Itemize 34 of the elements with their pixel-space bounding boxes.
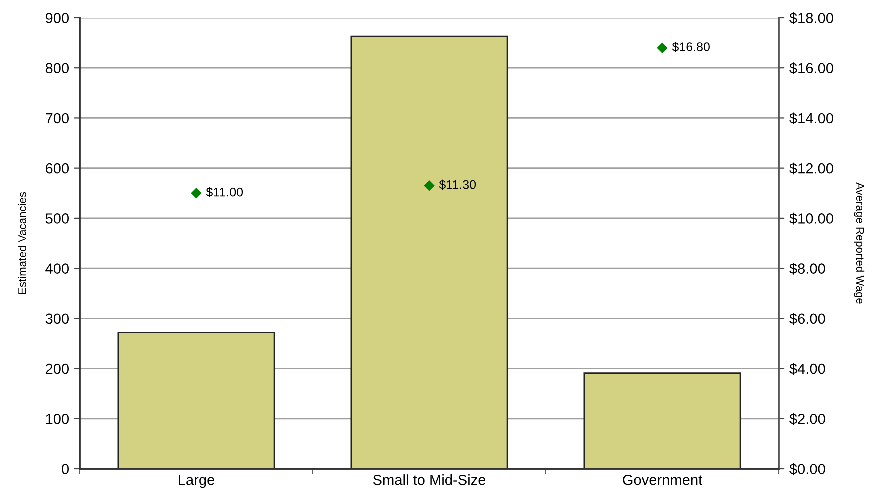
y2-tick-label: $18.00 <box>790 12 834 24</box>
y2-tick-label: $12.00 <box>790 162 834 175</box>
y-tick-label: 100 <box>46 414 70 424</box>
data-label: $11.00 <box>206 187 244 198</box>
y2-tick-label: $10.00 <box>790 212 834 225</box>
y2-tick-label: $6.00 <box>790 313 826 325</box>
y2-tick-label: $8.00 <box>790 263 826 275</box>
y2-tick-label: $0.00 <box>790 463 826 476</box>
y2-tick-label: $2.00 <box>790 413 826 426</box>
y2-tick-label: $16.00 <box>790 62 834 74</box>
x-tick-label: Small to Mid-Size <box>373 474 486 486</box>
y-tick-label: 0 <box>62 464 70 474</box>
y-axis-title: Estimated Vacancies <box>18 192 26 294</box>
data-label: $16.80 <box>672 42 710 52</box>
bar <box>584 372 742 469</box>
point <box>424 180 435 192</box>
y2-axis-title: Average Reported Wage <box>854 182 865 304</box>
bar <box>350 36 508 469</box>
y-tick-label: 500 <box>46 214 70 224</box>
bar <box>118 332 276 469</box>
point <box>191 188 202 199</box>
y-tick-label: 400 <box>46 264 70 274</box>
y-tick-label: 300 <box>46 314 70 324</box>
x-tick-label: Government <box>623 474 703 486</box>
y-tick-label: 200 <box>46 364 70 374</box>
y-tick-label: 800 <box>46 63 70 74</box>
y-tick-label: 900 <box>46 13 70 24</box>
y-tick-label: 600 <box>46 163 70 174</box>
y2-tick-label: $4.00 <box>790 363 826 376</box>
x-tick-label: Large <box>179 475 215 488</box>
point <box>657 42 668 54</box>
y2-tick-label: $14.00 <box>790 112 834 125</box>
y-tick-label: 700 <box>46 113 70 124</box>
data-label: $11.30 <box>439 180 476 190</box>
